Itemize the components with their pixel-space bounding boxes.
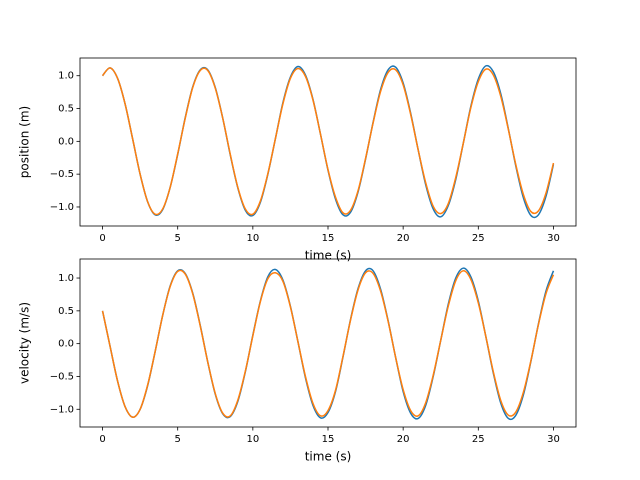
x-tick-label: 15 (322, 233, 335, 244)
axes-frame (79, 57, 577, 227)
y-tick-label: −1.0 (50, 202, 74, 213)
x-tick-label: 10 (246, 233, 259, 244)
x-axis-label: time (s) (305, 249, 352, 263)
x-tick-label: 20 (397, 233, 410, 244)
y-tick-label: −0.5 (50, 371, 74, 382)
line-series (101, 64, 555, 219)
x-tick-label: 25 (472, 434, 485, 445)
y-tick-label: 0.5 (58, 306, 74, 317)
line-series (101, 269, 555, 418)
x-tick-label: 10 (246, 434, 259, 445)
x-tick-label: 30 (547, 434, 560, 445)
line-series (101, 67, 555, 216)
plot-area (101, 64, 555, 219)
y-tick-label: 0.0 (58, 136, 74, 147)
x-tick-label: 20 (397, 434, 410, 445)
y-axis-label: position (m) (18, 106, 32, 178)
y-tick-label: 1.0 (58, 71, 74, 82)
x-tick-label: 0 (99, 434, 105, 445)
x-tick-label: 25 (472, 233, 485, 244)
x-tick-label: 5 (175, 233, 181, 244)
plot-area (101, 267, 555, 421)
y-tick-label: −1.0 (50, 404, 74, 415)
x-tick-label: 0 (99, 233, 105, 244)
y-tick-label: 0.0 (58, 339, 74, 350)
x-tick-label: 5 (175, 434, 181, 445)
y-tick-label: 0.5 (58, 104, 74, 115)
y-axis-label: velocity (m/s) (18, 302, 32, 384)
x-tick-label: 30 (547, 233, 560, 244)
y-tick-label: −0.5 (50, 169, 74, 180)
line-series (101, 267, 555, 421)
x-axis-label: time (s) (305, 450, 352, 464)
axes-frame (79, 258, 577, 428)
x-tick-label: 15 (322, 434, 335, 445)
y-tick-label: 1.0 (58, 273, 74, 284)
